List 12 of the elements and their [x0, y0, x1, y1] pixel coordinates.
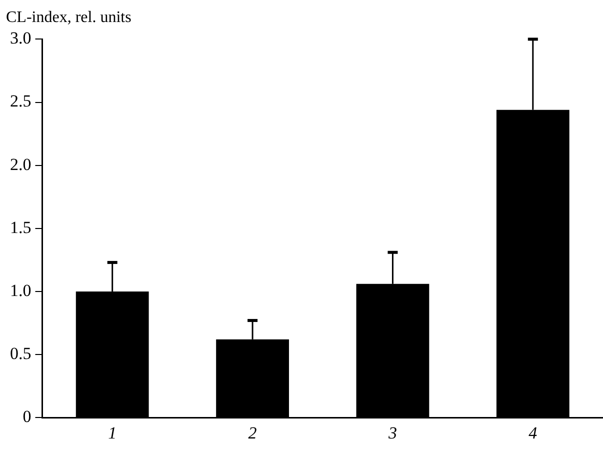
- x-tick-label: 3: [387, 423, 397, 442]
- y-tick-label: 1.5: [10, 218, 32, 237]
- y-tick-label: 2.0: [10, 154, 32, 174]
- y-tick-label: 0.5: [10, 344, 32, 363]
- x-tick-label: 4: [528, 423, 538, 442]
- y-axis-title: CL-index, rel. units: [6, 8, 132, 26]
- x-tick-label: 1: [108, 423, 117, 442]
- y-tick-label: 2.5: [10, 92, 32, 111]
- y-tick-label: 1.0: [10, 280, 32, 300]
- y-tick-label: 3.0: [10, 28, 32, 48]
- x-tick-label: 2: [248, 423, 258, 442]
- y-tick-label: 0: [22, 407, 32, 426]
